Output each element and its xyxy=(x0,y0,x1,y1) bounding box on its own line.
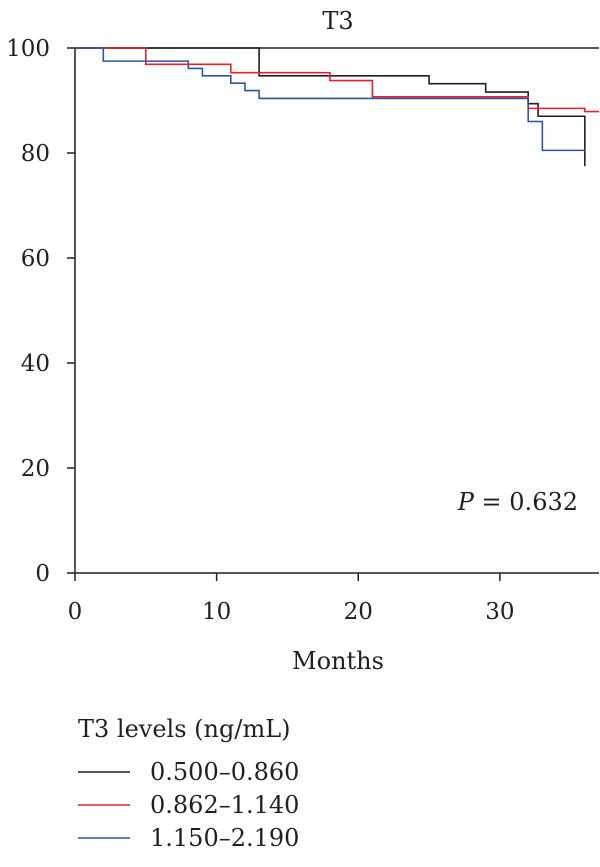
y-tick-label: 80 xyxy=(21,141,50,167)
y-tick-label: 100 xyxy=(6,36,50,62)
series-line-2 xyxy=(75,47,599,113)
p-value-annotation: P = 0.632 xyxy=(457,488,578,516)
series-layer xyxy=(75,47,599,167)
legend-label-2: 0.862–1.140 xyxy=(150,791,299,819)
legend-label-3: 1.150–2.190 xyxy=(150,824,299,852)
legend-label-1: 0.500–0.860 xyxy=(150,758,299,786)
y-tick-label: 60 xyxy=(21,246,50,272)
y-axis-ticks: 0 20 40 60 80 100 xyxy=(6,36,75,587)
x-axis-ticks: 0 10 20 30 xyxy=(68,573,515,625)
chart-title: T3 xyxy=(322,7,353,35)
series-line-3 xyxy=(75,47,585,152)
x-tick-label: 20 xyxy=(344,599,373,625)
legend: 0.500–0.860 0.862–1.140 1.150–2.190 xyxy=(78,758,299,852)
p-value-text: = 0.632 xyxy=(474,488,578,516)
p-value-symbol: P xyxy=(457,488,475,516)
x-tick-label: 30 xyxy=(485,599,514,625)
legend-title: T3 levels (ng/mL) xyxy=(78,715,291,743)
x-axis-label: Months xyxy=(292,647,384,675)
y-tick-label: 20 xyxy=(21,456,50,482)
x-tick-label: 0 xyxy=(68,599,83,625)
y-tick-label: 0 xyxy=(35,561,50,587)
series-line-1 xyxy=(75,47,586,167)
y-tick-label: 40 xyxy=(21,351,50,377)
x-tick-label: 10 xyxy=(202,599,231,625)
